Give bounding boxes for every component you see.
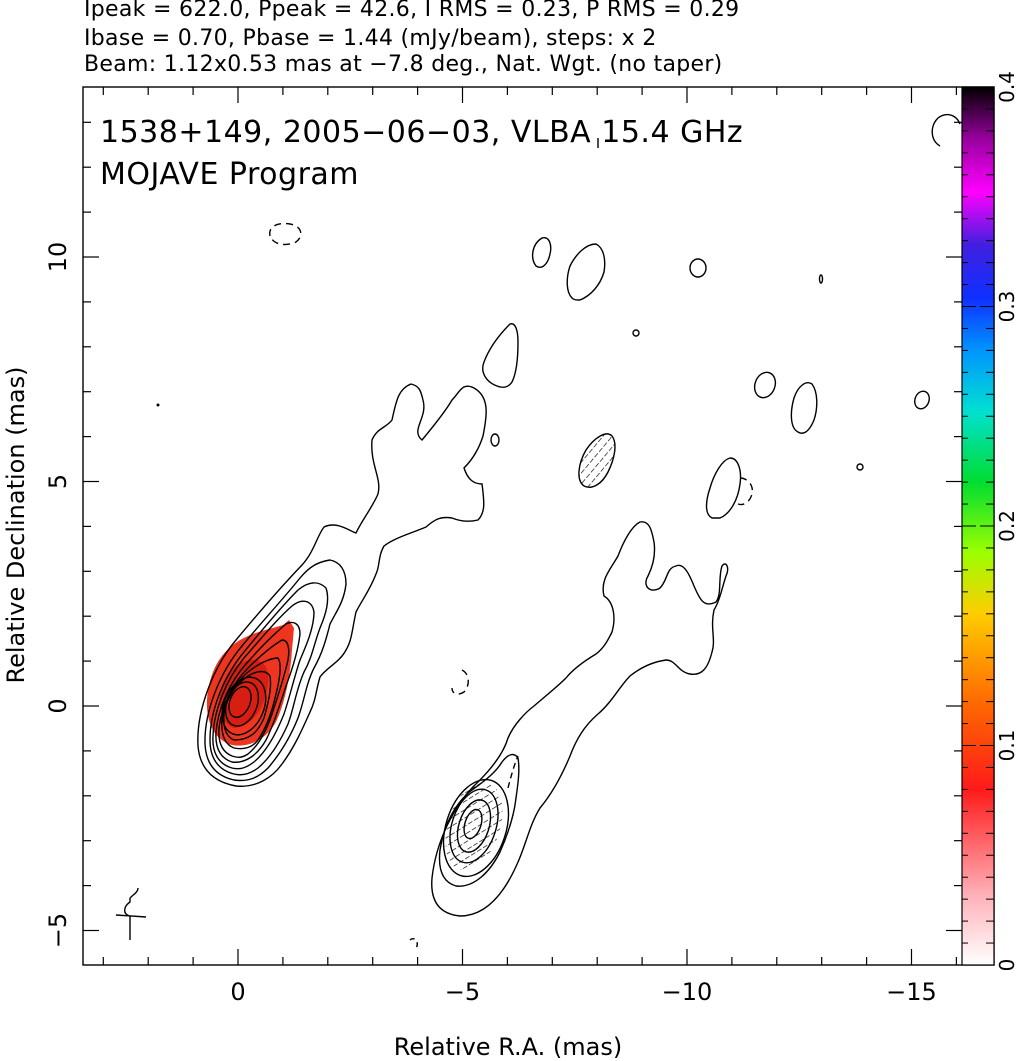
y-tick-label: −5 xyxy=(44,913,72,948)
pol-blob-10 xyxy=(856,463,864,471)
colorbar-tick-label: 0.1 xyxy=(995,730,1019,762)
polarized-intensity-contours xyxy=(431,113,961,917)
plot-frame xyxy=(82,86,995,966)
contour-level-2 xyxy=(204,559,347,782)
contour-level-10 xyxy=(224,681,260,727)
contour-level-8 xyxy=(223,670,272,741)
pol-negative-blob xyxy=(737,477,754,506)
y-tick-label: 10 xyxy=(44,242,72,273)
axis-labels: 0 −5 −10 −15 −5 0 5 10 xyxy=(44,242,937,1006)
pol-hatched-blob xyxy=(578,433,616,488)
contour-level-3 xyxy=(209,582,329,776)
y-tick-label: 5 xyxy=(44,474,72,489)
jet-knot-small xyxy=(490,433,500,447)
contour-level-4 xyxy=(212,600,315,770)
pol-blob-4 xyxy=(632,329,640,337)
colorbar-tick-label: 0 xyxy=(995,959,1019,972)
x-axis-title: Relative R.A. (mas) xyxy=(394,1033,622,1061)
y-axis-title: Relative Declination (mas) xyxy=(2,366,30,683)
pol-blob-9 xyxy=(914,390,930,410)
pol-blob-3 xyxy=(689,258,707,278)
x-tick-label: 0 xyxy=(230,978,245,1006)
pol-hatched-core xyxy=(445,781,503,871)
colorbar-tick-label: 0.4 xyxy=(995,71,1019,103)
colorbar-tick-label: 0.3 xyxy=(995,291,1019,323)
pol-contour-level-3 xyxy=(442,778,510,878)
beam-cross-marker xyxy=(115,887,147,940)
pol-blob-7 xyxy=(753,371,777,399)
pol-blob-1 xyxy=(531,237,552,268)
negative-contour-lower xyxy=(409,938,419,949)
pol-hatched-extension xyxy=(507,755,519,789)
contour-level-7 xyxy=(221,657,281,750)
contour-level-1 xyxy=(197,383,487,787)
pol-contour-level-1 xyxy=(431,521,729,917)
pol-blob-8 xyxy=(790,382,818,434)
contour-level-9 xyxy=(221,676,267,736)
contour-level-5 xyxy=(215,621,301,763)
header-peak-line: Ipeak = 622.0, Ppeak = 42.6, I RMS = 0.2… xyxy=(84,0,740,22)
colorbar-tick-label: 0.2 xyxy=(995,510,1019,542)
pol-blob-6 xyxy=(705,457,742,519)
pol-contour-level-2 xyxy=(438,753,520,887)
jet-knot-upper xyxy=(482,323,519,388)
axes xyxy=(83,87,962,965)
x-tick-label: −5 xyxy=(445,978,480,1006)
total-intensity-contours xyxy=(115,222,519,949)
colorbar-ticks: 0 0.1 0.2 0.3 0.4 xyxy=(962,71,1019,971)
source-annotation: 1538+149, 2005−06−03, VLBA 15.4 GHz xyxy=(100,115,743,150)
noise-dot xyxy=(156,403,160,407)
pol-blob-2 xyxy=(566,243,606,301)
contour-level-6 xyxy=(218,639,290,759)
program-annotation: MOJAVE Program xyxy=(100,157,359,192)
header-beam-line: Beam: 1.12x0.53 mas at −7.8 deg., Nat. W… xyxy=(84,52,723,77)
negative-contour-upper-left xyxy=(269,222,302,246)
header-base-line: Ibase = 0.70, Pbase = 1.44 (mJy/beam), s… xyxy=(84,26,657,51)
x-tick-label: −10 xyxy=(662,978,713,1006)
y-tick-label: 0 xyxy=(44,698,72,713)
negative-contour-middle xyxy=(451,669,469,695)
pol-blob-5 xyxy=(818,274,824,284)
pol-corner-blob xyxy=(931,113,961,147)
x-tick-label: −15 xyxy=(886,978,937,1006)
contour-level-11 xyxy=(228,685,252,719)
